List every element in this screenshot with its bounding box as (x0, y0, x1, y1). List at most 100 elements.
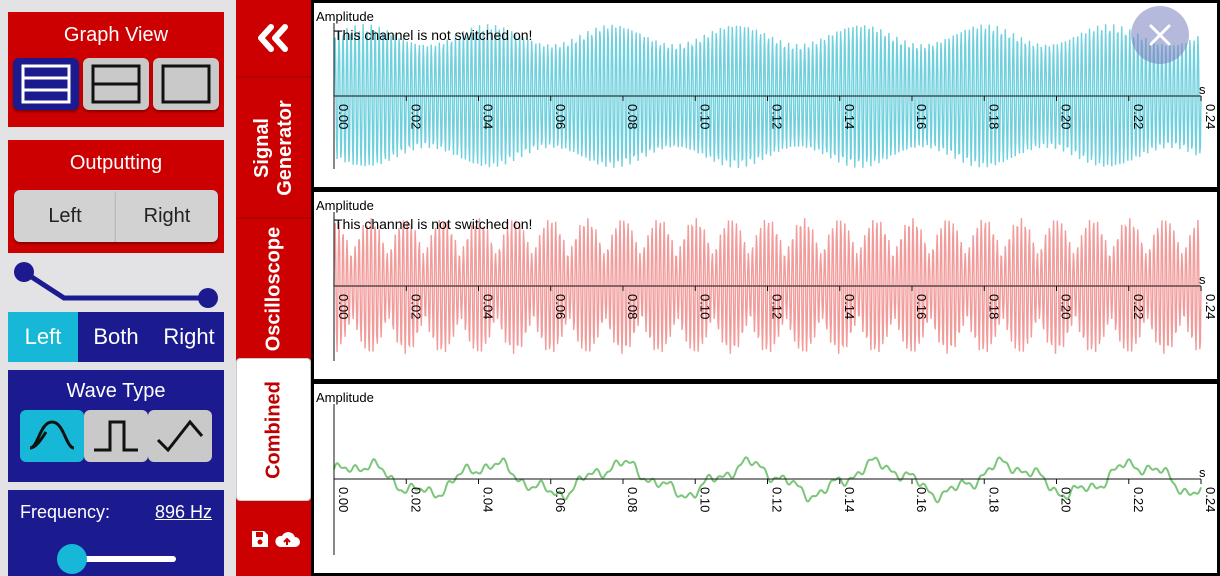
outputting-box: Outputting Left Right (8, 140, 224, 253)
graph-top-amplitude-label: Amplitude (316, 9, 374, 24)
graph-top: 0.00 0.02 0.04 0.06 0.08 0.10 0.12 0.14 0.16 0.18… (314, 3, 1217, 187)
x-tick-label: 0.24 (1203, 487, 1217, 512)
x-tick-label: 0.14 (842, 487, 857, 512)
x-tick-label: 0.12 (770, 487, 785, 512)
wave-square-button[interactable] (84, 410, 148, 462)
x-tick-label: 0.18 (986, 104, 1001, 129)
frequency-box: Frequency: 896 Hz (8, 490, 224, 576)
graph-top-notice: This channel is not switched on! (334, 27, 533, 43)
graph-view-three-button[interactable] (13, 58, 79, 110)
graph-view-two-button[interactable] (83, 58, 149, 110)
x-tick-label: 0.08 (625, 487, 640, 512)
graph-bottom: 0.00 0.02 0.04 0.06 0.08 0.10 0.12 0.14 0.16 0.18… (314, 384, 1217, 573)
outputting-title: Outputting (69, 152, 163, 174)
cloud-upload-icon (275, 532, 300, 547)
frequency-slider-track[interactable] (58, 556, 176, 562)
frequency-label: Frequency: (20, 502, 111, 522)
x-tick-label: 0.22 (1131, 487, 1146, 512)
x-tick-label: 0.14 (842, 104, 857, 129)
x-tick-label: 0.10 (697, 104, 712, 129)
x-tick-label: 0.04 (481, 104, 496, 129)
graph-view-single-button[interactable] (153, 58, 219, 110)
output-left-button[interactable]: Left (14, 190, 116, 242)
graph-view-title: Graph View (63, 24, 169, 46)
close-button[interactable] (1131, 6, 1189, 64)
x-tick-label: 0.10 (697, 294, 712, 319)
x-tick-label: 0.24 (1203, 294, 1217, 319)
channel-right-button[interactable]: Right (163, 324, 215, 349)
frequency-value[interactable]: 896 Hz (154, 502, 212, 522)
x-tick-label: 0.22 (1131, 104, 1146, 129)
close-icon (1149, 24, 1171, 46)
save-upload-button[interactable] (236, 501, 311, 576)
x-tick-label: 0.00 (336, 104, 351, 129)
tab-combined-label: Combined (262, 380, 284, 479)
x-tick-label: 0.18 (986, 294, 1001, 319)
x-tick-label: 0.08 (625, 294, 640, 319)
x-tick-label: 0.20 (1059, 294, 1074, 319)
graph-top-plot: 0.00 0.02 0.04 0.06 0.08 0.10 0.12 0.14 0.16 0.18… (333, 23, 1217, 169)
tab-oscilloscope[interactable]: Oscilloscope (236, 217, 311, 358)
graph-middle-amplitude-label: Amplitude (316, 198, 374, 213)
x-tick-label: 0.04 (481, 294, 496, 319)
x-tick-label: 0.02 (408, 104, 423, 129)
channel-selector: Left Both Right (8, 312, 224, 362)
triangle-wave-icon (156, 419, 204, 453)
tab-strip: Signal Generator Oscilloscope Combined (236, 0, 311, 576)
tab-combined[interactable]: Combined (236, 358, 311, 501)
x-tick-label: 0.22 (1131, 294, 1146, 319)
x-tick-label: 0.10 (697, 487, 712, 512)
output-right-button[interactable]: Right (116, 190, 218, 242)
x-tick-label: 0.02 (408, 294, 423, 319)
double-chevron-left-icon (258, 24, 288, 52)
x-tick-label: 0.14 (842, 294, 857, 319)
x-tick-label: 0.06 (553, 294, 568, 319)
graph-middle: 0.00 0.02 0.04 0.06 0.08 0.10 0.12 0.14 0.16 0.18… (314, 192, 1217, 379)
x-tick-label: 0.24 (1203, 104, 1217, 129)
sine-wave-icon (29, 420, 75, 450)
wave-type-title: Wave Type (66, 380, 166, 402)
x-tick-label: 0.06 (553, 104, 568, 129)
square-wave-icon (94, 420, 138, 452)
two-graphs-icon (91, 64, 141, 104)
collapse-button[interactable] (236, 0, 311, 76)
waveform-line (333, 456, 1202, 504)
graph-bottom-plot: 0.00 0.02 0.04 0.06 0.08 0.10 0.12 0.14 0.16 0.18… (333, 404, 1217, 555)
x-tick-label: 0.16 (914, 294, 929, 319)
x-tick-label: 0.18 (986, 487, 1001, 512)
wave-triangle-button[interactable] (148, 410, 212, 462)
x-tick-label: 0.16 (914, 104, 929, 129)
graph-bottom-amplitude-label: Amplitude (316, 390, 374, 405)
x-unit-label: s (1199, 465, 1206, 480)
x-tick-label: 0.06 (553, 487, 568, 512)
graph-middle-notice: This channel is not switched on! (334, 216, 533, 232)
x-tick-label: 0.20 (1059, 104, 1074, 129)
x-tick-label: 0.02 (408, 487, 423, 512)
save-icon (252, 531, 268, 547)
wave-sine-button[interactable] (20, 410, 84, 462)
tab-oscilloscope-label: Oscilloscope (262, 226, 284, 351)
graph-middle-plot: 0.00 0.02 0.04 0.06 0.08 0.10 0.12 0.14 0.16 0.18… (333, 212, 1217, 361)
x-tick-label: 0.12 (770, 104, 785, 129)
frequency-slider-thumb[interactable] (57, 544, 88, 574)
x-tick-label: 0.00 (336, 294, 351, 319)
control-panel: Graph View Outputting (0, 0, 233, 576)
graph-view-box: Graph View (8, 12, 224, 127)
single-graph-icon (161, 64, 211, 104)
tab-signal-generator-label: Signal Generator (250, 99, 296, 196)
x-tick-label: 0.20 (1059, 487, 1074, 512)
three-graphs-icon (21, 64, 71, 104)
x-unit-label: s (1199, 272, 1206, 287)
x-tick-label: 0.00 (336, 487, 351, 512)
x-tick-label: 0.08 (625, 104, 640, 129)
x-unit-label: s (1199, 82, 1206, 97)
x-tick-label: 0.04 (481, 487, 496, 512)
graphs-area: 0.00 0.02 0.04 0.06 0.08 0.10 0.12 0.14 0.16 0.18… (311, 0, 1220, 576)
channel-link-icon (14, 262, 218, 308)
wave-type-box: Wave Type (8, 370, 224, 482)
channel-left-button[interactable]: Left (8, 312, 78, 362)
x-tick-label: 0.12 (770, 294, 785, 319)
channel-both-button[interactable]: Both (93, 324, 139, 349)
tab-signal-generator[interactable]: Signal Generator (236, 76, 311, 217)
